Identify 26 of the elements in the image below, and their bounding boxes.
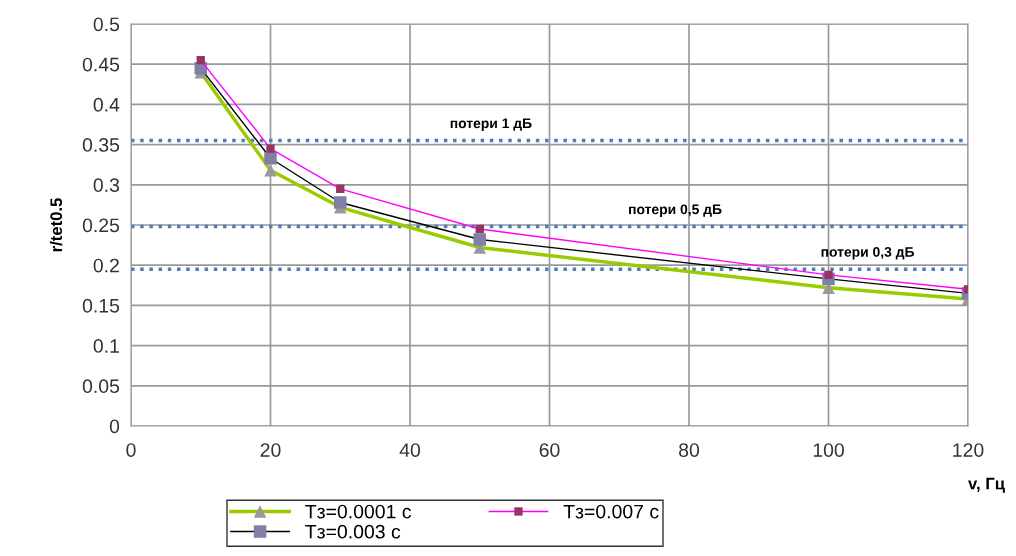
x-tick-label: 120 <box>953 443 984 457</box>
y-tick-label: 0.25 <box>82 218 120 233</box>
x-tick-label: 40 <box>399 443 421 457</box>
x-tick-label: 20 <box>260 443 281 457</box>
ref-line-label: потери 1 дБ <box>450 118 532 131</box>
y-tick-label: 0.4 <box>93 97 120 112</box>
y-tick-label: 0.5 <box>93 17 120 32</box>
legend-label: Тз=0.003 с <box>305 524 401 539</box>
ref-line-label: потери 0,5 дБ <box>629 204 722 217</box>
x-tick-label: 0 <box>126 443 136 457</box>
y-tick-label: 0 <box>109 419 120 434</box>
y-axis-title: r/tet0.5 <box>49 198 63 252</box>
legend-label: Тз=0.0001 с <box>305 504 412 519</box>
y-tick-label: 0.1 <box>93 339 119 353</box>
y-tick-label: 0.15 <box>82 298 120 313</box>
legend-label: Тз=0.007 с <box>563 504 659 519</box>
y-tick-label: 0.05 <box>82 379 120 394</box>
ref-line-label: потери 0,3 дБ <box>821 246 915 260</box>
x-tick-label: 80 <box>679 443 700 457</box>
x-axis-title: v, Гц <box>968 477 1005 493</box>
y-tick-label: 0.35 <box>82 138 120 152</box>
x-tick-label: 60 <box>539 443 560 457</box>
x-tick-label: 100 <box>813 443 844 457</box>
y-tick-label: 0.45 <box>82 57 120 72</box>
y-tick-label: 0.2 <box>93 258 119 273</box>
y-tick-label: 0.3 <box>93 178 120 193</box>
